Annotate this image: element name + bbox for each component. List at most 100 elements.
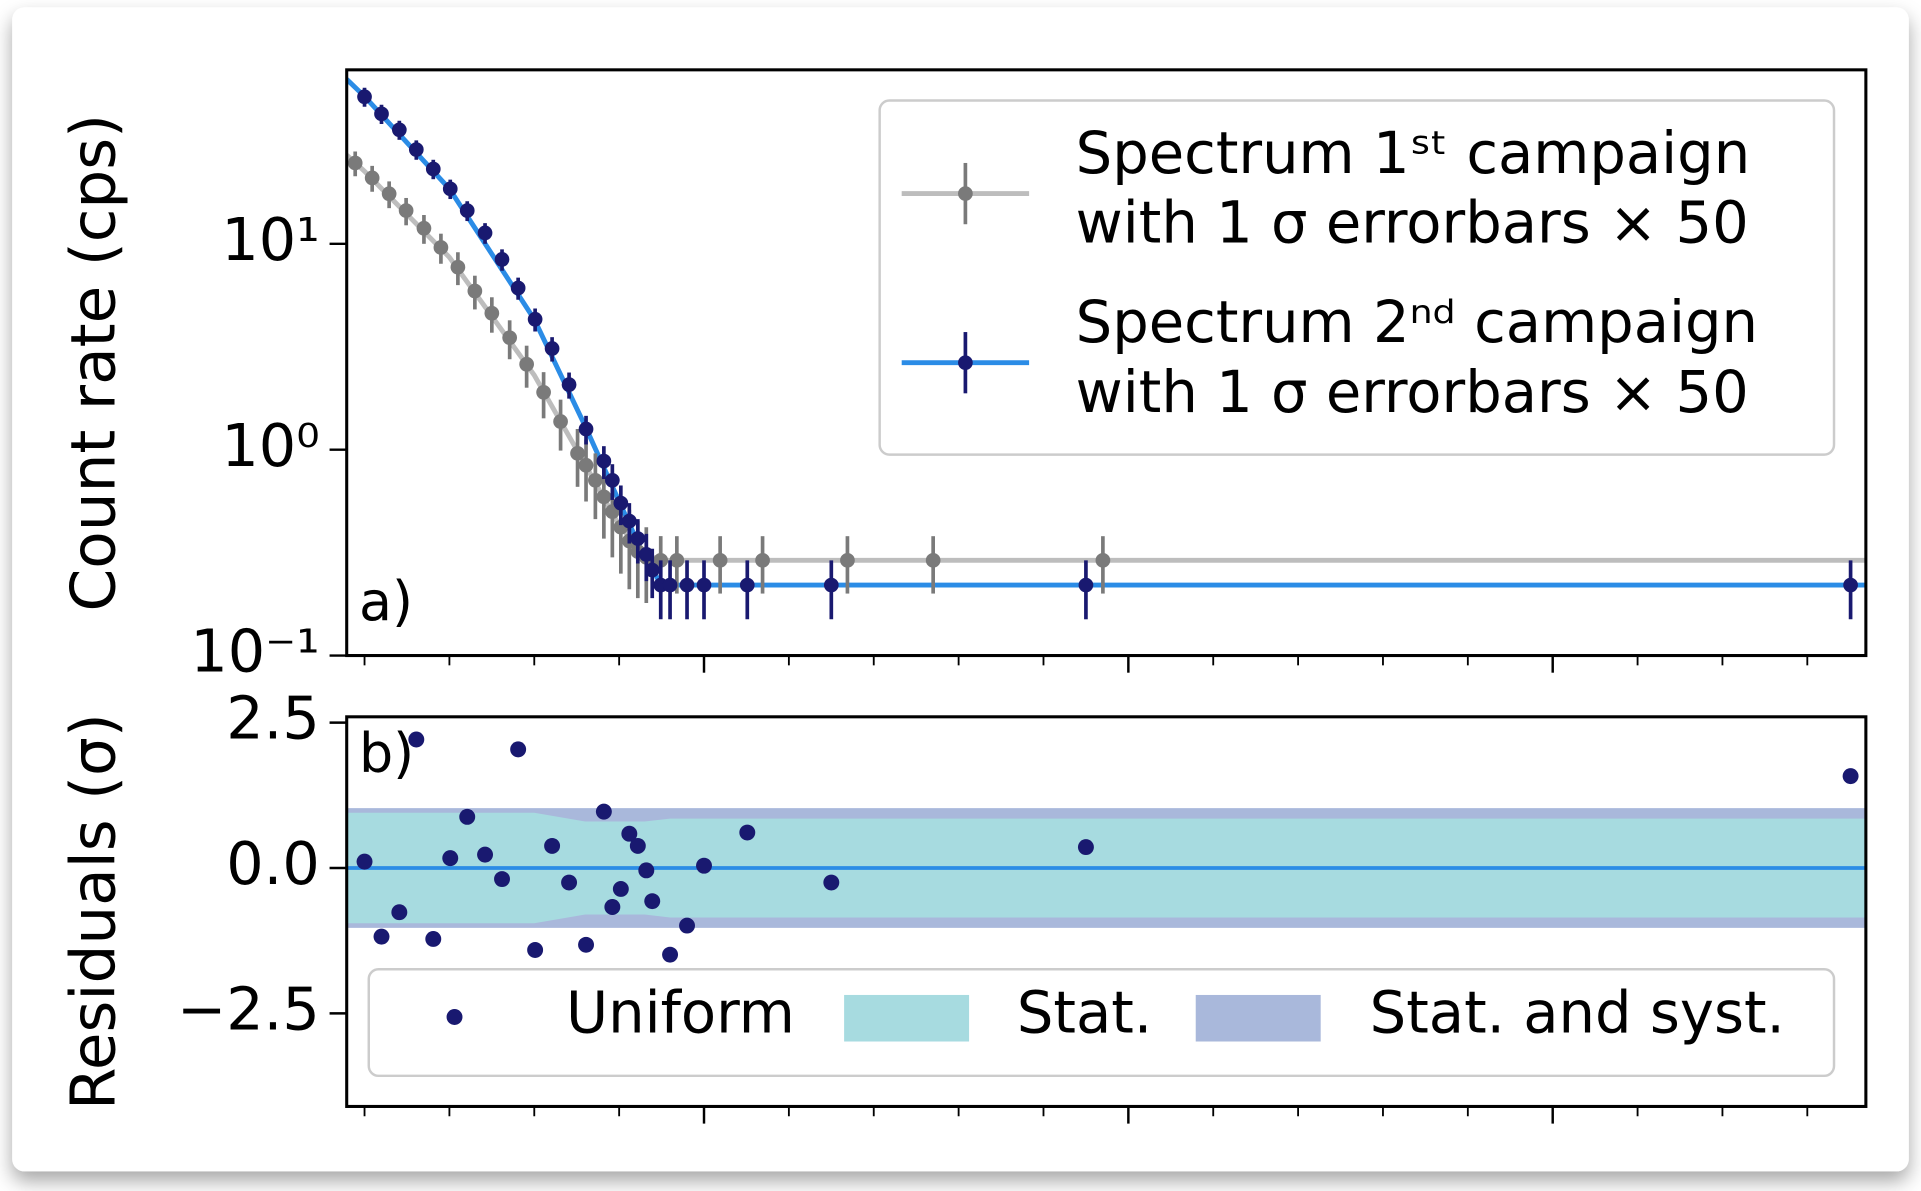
y-tick-label: 10¹ [221, 205, 319, 274]
residual-point [621, 825, 638, 842]
plot-area [346, 77, 1866, 620]
residual-point [662, 946, 679, 963]
data-point [494, 252, 510, 267]
data-point [527, 311, 543, 327]
y-tick-label: 0.0 [226, 829, 320, 898]
residual-point [604, 899, 621, 915]
data-point [484, 305, 500, 321]
axes-frame [345, 68, 1868, 658]
residual-point [638, 862, 655, 879]
plot-area [346, 731, 1866, 963]
residual-point [544, 837, 561, 854]
residual-point [425, 930, 442, 947]
residual-point [739, 824, 756, 841]
data-point [596, 453, 612, 469]
data-point [925, 552, 941, 568]
y-tick-label: −2.5 [177, 975, 320, 1044]
data-point [596, 489, 612, 505]
data-point [544, 341, 560, 356]
data-point [588, 472, 603, 488]
residual-point [561, 874, 578, 891]
data-point [630, 531, 646, 546]
data-point [644, 562, 660, 578]
legend-label: Spectrum 2ⁿᵈ campaign with 1 σ errorbars … [1076, 289, 1758, 426]
residual-point [442, 850, 459, 867]
data-point [1843, 577, 1858, 593]
data-point [662, 577, 678, 593]
residual-point [644, 893, 661, 910]
residual-point [477, 846, 494, 863]
data-point [347, 155, 363, 171]
residual-point [578, 936, 595, 953]
data-point [357, 89, 372, 105]
data-point [739, 577, 755, 593]
data-point [638, 547, 654, 562]
data-point [605, 472, 620, 488]
y-tick-label: 10⁰ [221, 411, 319, 480]
residual-point [356, 853, 373, 870]
data-point [425, 161, 441, 177]
legend-marker [958, 186, 973, 201]
legend-patch [1195, 994, 1321, 1042]
data-point [578, 457, 594, 473]
data-point [536, 384, 551, 400]
legend-label: Uniform [566, 980, 795, 1047]
data-point [621, 513, 637, 529]
residual-point [679, 917, 695, 934]
data-point [519, 356, 534, 372]
data-point [570, 445, 585, 461]
data-point [391, 122, 407, 138]
residual-point [494, 871, 510, 888]
data-point [416, 220, 432, 236]
residual-point [629, 837, 646, 854]
data-point [840, 552, 855, 568]
data-point [553, 414, 568, 429]
data-point [1078, 577, 1094, 593]
legend-marker [446, 1009, 463, 1025]
residual-point [527, 942, 544, 958]
legend-marker [958, 355, 973, 371]
data-point [561, 377, 577, 392]
data-point [510, 280, 526, 296]
data-point [578, 421, 594, 437]
legend-label: Stat. and syst. [1370, 980, 1785, 1047]
residual-point [391, 904, 408, 921]
data-point [477, 225, 493, 241]
y-axis-label: Residuals (σ) [59, 713, 130, 1110]
data-point [450, 259, 466, 275]
residual-point [823, 874, 840, 891]
data-point [613, 495, 629, 511]
residual-point [510, 741, 527, 758]
y-tick-label: 10⁻¹ [190, 617, 319, 686]
data-point [459, 203, 475, 218]
residual-point [373, 928, 390, 945]
data-point [433, 240, 449, 255]
panel-label: a) [359, 570, 413, 633]
data-point [823, 577, 839, 593]
data-point [696, 577, 712, 593]
data-point [502, 330, 518, 346]
residual-point [459, 808, 476, 825]
data-point [364, 170, 380, 186]
legend-label: Spectrum 1ˢᵗ campaign with 1 σ errorbars … [1076, 119, 1751, 256]
panel-label: b) [359, 722, 414, 785]
data-point [408, 142, 424, 157]
y-axis-label: Count rate (cps) [59, 114, 130, 612]
data-point [712, 552, 728, 568]
axes-frame [345, 715, 1868, 1108]
residual-point [408, 731, 425, 748]
residual-point [1842, 768, 1859, 785]
data-point [381, 186, 397, 202]
data-point [398, 203, 414, 218]
y-tick-label: 2.5 [226, 684, 320, 753]
residual-point [696, 857, 712, 874]
residual-point [1077, 839, 1094, 856]
data-point [374, 106, 389, 122]
data-point [1095, 552, 1111, 568]
legend-box [878, 99, 1836, 456]
data-point [442, 181, 458, 197]
residual-point [612, 880, 629, 897]
legend-box [367, 967, 1836, 1078]
data-point [669, 552, 685, 568]
